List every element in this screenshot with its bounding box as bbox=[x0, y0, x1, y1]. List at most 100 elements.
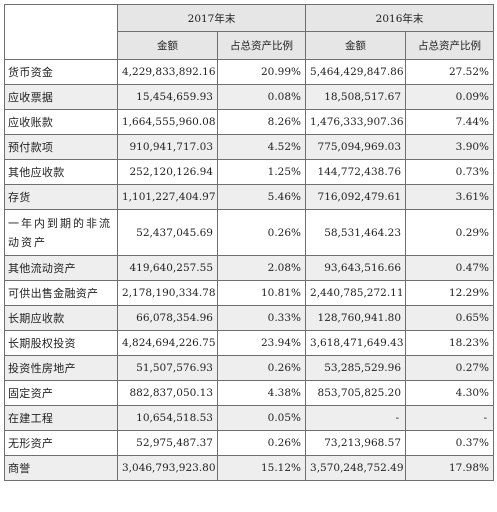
ratio-2016-cell: 0.73% bbox=[405, 159, 495, 185]
ratio-2017-cell: 2.08% bbox=[216, 255, 307, 281]
table-row: 投资性房地产 51,507,576.93 0.26% 53,285,529.96 0.2… bbox=[4, 355, 495, 381]
ratio-2016-cell: 0.09% bbox=[405, 84, 495, 110]
header-amount-2017: 金额 bbox=[117, 31, 218, 60]
row-item-label: 投资性房地产 bbox=[4, 355, 118, 381]
table-row: 无形资产 52,975,487.37 0.26% 73,213,968.57 0.37% bbox=[4, 430, 495, 456]
header-ratio-2017: 占总资产比例 bbox=[216, 31, 307, 60]
amount-2016-cell: 716,092,479.61 bbox=[305, 184, 407, 210]
table-row: 货币资金 4,229,833,892.16 20.99% 5,464,429,847.… bbox=[4, 59, 495, 85]
amount-2016-cell: 128,760,941.80 bbox=[305, 305, 407, 331]
row-item-label: 预付款项 bbox=[4, 134, 118, 160]
row-item-label: 无形资产 bbox=[4, 430, 118, 456]
amount-2017-cell: 1,664,555,960.08 bbox=[117, 109, 218, 135]
ratio-2017-cell: 20.99% bbox=[216, 59, 307, 85]
amount-2017-cell: 2,178,190,334.78 bbox=[117, 280, 218, 306]
row-item-label: 固定资产 bbox=[4, 380, 118, 406]
amount-2017-cell: 3,046,793,923.80 bbox=[117, 455, 218, 481]
ratio-2017-cell: 0.26% bbox=[216, 355, 307, 381]
table-row: 长期股权投资 4,824,694,226.75 23.94% 3,618,471,64… bbox=[4, 330, 495, 356]
amount-2016-cell: 58,531,464.23 bbox=[305, 209, 407, 256]
ratio-2017-cell: 4.52% bbox=[216, 134, 307, 160]
ratio-2016-cell: 3.90% bbox=[405, 134, 495, 160]
header-row-years: 2017年末 2016年末 bbox=[4, 4, 495, 60]
row-item-label: 长期应收款 bbox=[4, 305, 118, 331]
amount-2016-cell: 853,705,825.20 bbox=[305, 380, 407, 406]
ratio-2017-cell: 0.08% bbox=[216, 84, 307, 110]
amount-2016-cell: 73,213,968.57 bbox=[305, 430, 407, 456]
ratio-2016-cell: 0.29% bbox=[405, 209, 495, 256]
row-item-label: 应收账款 bbox=[4, 109, 118, 135]
header-year-2017: 2017年末 bbox=[116, 4, 307, 32]
amount-2017-cell: 252,120,126.94 bbox=[117, 159, 218, 185]
amount-2017-cell: 910,941,717.03 bbox=[117, 134, 218, 160]
amount-2017-cell: 10,654,518.53 bbox=[117, 405, 218, 431]
row-item-label: 可供出售金融资产 bbox=[4, 280, 118, 306]
amount-2016-cell: 53,285,529.96 bbox=[305, 355, 407, 381]
ratio-2016-cell: 0.27% bbox=[405, 355, 495, 381]
ratio-2016-cell: - bbox=[405, 405, 495, 431]
amount-2016-cell: 3,618,471,649.43 bbox=[305, 330, 407, 356]
ratio-2017-cell: 8.26% bbox=[216, 109, 307, 135]
table-row: 一年内到期的非流动资产 52,437,045.69 0.26% 58,531,464.… bbox=[4, 209, 495, 256]
amount-2017-cell: 1,101,227,404.97 bbox=[117, 184, 218, 210]
amount-2017-cell: 419,640,257.55 bbox=[117, 255, 218, 281]
ratio-2016-cell: 27.52% bbox=[405, 59, 495, 85]
amount-2017-cell: 882,837,050.13 bbox=[117, 380, 218, 406]
ratio-2016-cell: 0.37% bbox=[405, 430, 495, 456]
row-item-label: 应收票据 bbox=[4, 84, 118, 110]
header-row-columns: 金额 占总资产比例 金额 占总资产比例 bbox=[5, 31, 495, 60]
ratio-2017-cell: 1.25% bbox=[216, 159, 307, 185]
ratio-2017-cell: 10.81% bbox=[216, 280, 307, 306]
ratio-2016-cell: 17.98% bbox=[405, 455, 495, 481]
amount-2016-cell: 1,476,333,907.36 bbox=[305, 109, 407, 135]
row-item-label: 其他流动资产 bbox=[4, 255, 118, 281]
table-row: 应收账款 1,664,555,960.08 8.26% 1,476,333,907.3… bbox=[4, 109, 495, 135]
table-row: 在建工程 10,654,518.53 0.05% - - bbox=[4, 405, 495, 431]
table-row: 其他应收款 252,120,126.94 1.25% 144,772,438.76 0.… bbox=[4, 159, 495, 185]
header-amount-2016: 金额 bbox=[305, 31, 407, 60]
amount-2017-cell: 52,437,045.69 bbox=[117, 209, 218, 256]
amount-2016-cell: 93,643,516.66 bbox=[305, 255, 407, 281]
asset-table: 2017年末 2016年末 金额 占总资产比例 金额 占总资产比例 货币资金 4,… bbox=[4, 4, 495, 481]
row-item-label: 存货 bbox=[4, 184, 118, 210]
ratio-2017-cell: 0.26% bbox=[216, 430, 307, 456]
table-row: 固定资产 882,837,050.13 4.38% 853,705,825.20 4.3… bbox=[4, 380, 495, 406]
table-row: 预付款项 910,941,717.03 4.52% 775,094,969.03 3.9… bbox=[4, 134, 495, 160]
ratio-2017-cell: 0.33% bbox=[216, 305, 307, 331]
amount-2016-cell: 18,508,517.67 bbox=[305, 84, 407, 110]
row-item-label: 货币资金 bbox=[4, 59, 118, 85]
ratio-2017-cell: 5.46% bbox=[216, 184, 307, 210]
ratio-2017-cell: 23.94% bbox=[216, 330, 307, 356]
amount-2016-cell: - bbox=[305, 405, 407, 431]
ratio-2016-cell: 18.23% bbox=[405, 330, 495, 356]
ratio-2017-cell: 0.26% bbox=[216, 209, 307, 256]
row-item-label: 在建工程 bbox=[4, 405, 118, 431]
ratio-2016-cell: 7.44% bbox=[405, 109, 495, 135]
amount-2016-cell: 775,094,969.03 bbox=[305, 134, 407, 160]
table-row: 应收票据 15,454,659.93 0.08% 18,508,517.67 0.09% bbox=[4, 84, 495, 110]
ratio-2016-cell: 12.29% bbox=[405, 280, 495, 306]
table-row: 商誉 3,046,793,923.80 15.12% 3,570,248,752.49… bbox=[4, 455, 495, 481]
amount-2017-cell: 66,078,354.96 bbox=[117, 305, 218, 331]
ratio-2017-cell: 0.05% bbox=[216, 405, 307, 431]
header-corner-cell bbox=[4, 4, 118, 60]
amount-2017-cell: 15,454,659.93 bbox=[117, 84, 218, 110]
row-item-label: 长期股权投资 bbox=[4, 330, 118, 356]
amount-2016-cell: 5,464,429,847.86 bbox=[305, 59, 407, 85]
amount-2016-cell: 144,772,438.76 bbox=[305, 159, 407, 185]
ratio-2016-cell: 0.65% bbox=[405, 305, 495, 331]
amount-2017-cell: 52,975,487.37 bbox=[117, 430, 218, 456]
table-row: 其他流动资产 419,640,257.55 2.08% 93,643,516.66 0.… bbox=[4, 255, 495, 281]
ratio-2017-cell: 15.12% bbox=[216, 455, 307, 481]
row-item-label: 商誉 bbox=[4, 455, 118, 481]
ratio-2016-cell: 0.47% bbox=[405, 255, 495, 281]
amount-2016-cell: 2,440,785,272.11 bbox=[305, 280, 407, 306]
amount-2017-cell: 4,229,833,892.16 bbox=[117, 59, 218, 85]
amount-2017-cell: 4,824,694,226.75 bbox=[117, 330, 218, 356]
ratio-2016-cell: 4.30% bbox=[405, 380, 495, 406]
row-item-label: 其他应收款 bbox=[4, 159, 118, 185]
table-row: 可供出售金融资产 2,178,190,334.78 10.81% 2,440,785,… bbox=[4, 280, 495, 306]
row-item-label: 一年内到期的非流动资产 bbox=[4, 209, 118, 256]
amount-2017-cell: 51,507,576.93 bbox=[117, 355, 218, 381]
